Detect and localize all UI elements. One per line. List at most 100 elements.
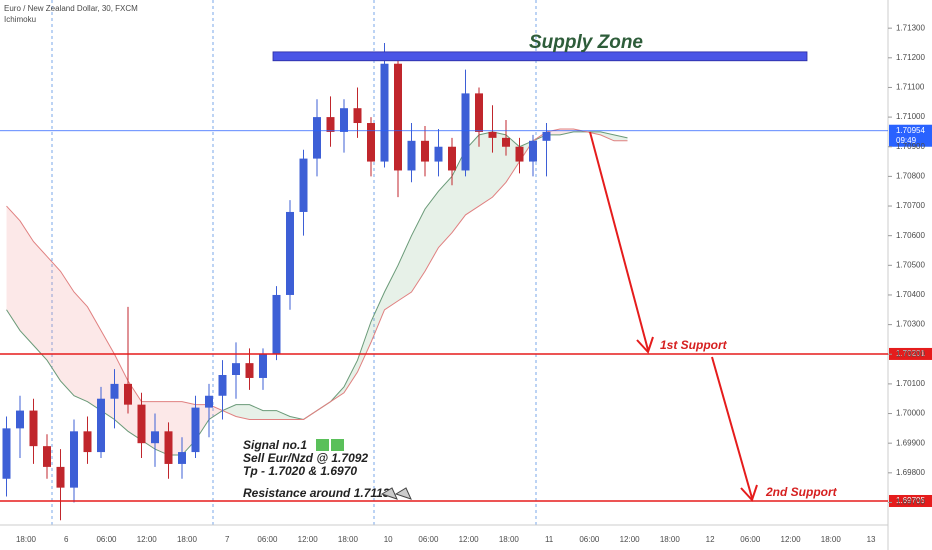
span-line <box>6 128 628 420</box>
x-tick-label: 18:00 <box>338 535 359 544</box>
arrows <box>589 131 758 502</box>
y-tick-label: 1.70400 <box>896 290 925 299</box>
chart-title: Euro / New Zealand Dollar, 30, FXCM <box>4 4 138 13</box>
cloud-segment <box>263 410 277 420</box>
y-tick-label: 1.70900 <box>896 142 925 151</box>
candle-body <box>70 431 78 488</box>
candle-body <box>286 211 294 295</box>
cloud-segment <box>87 306 101 411</box>
candle-body <box>83 431 92 453</box>
candle-body <box>16 410 24 429</box>
y-tick-label: 1.70000 <box>896 409 925 418</box>
candle-body <box>515 146 524 162</box>
supply-zone-label: Supply Zone <box>529 32 643 53</box>
level-label: 1.69705 <box>896 496 925 505</box>
y-tick-label: 1.71200 <box>896 53 925 62</box>
note: Signal no.1 <box>243 438 307 452</box>
candle-body <box>488 131 497 138</box>
candle-body <box>110 383 119 399</box>
icon <box>316 439 329 451</box>
y-tick-label: 1.71000 <box>896 112 925 121</box>
cloud-segment <box>249 404 263 420</box>
candle-body <box>313 117 321 159</box>
candle-body <box>137 404 146 444</box>
level-label-bg <box>889 494 932 507</box>
level-label: 1.70201 <box>896 349 925 358</box>
candle-body <box>367 123 375 162</box>
x-tick-label: 12:00 <box>459 535 480 544</box>
x-tick-label: 06:00 <box>740 535 761 544</box>
candle-body <box>56 466 65 488</box>
level-label-bg <box>889 347 932 360</box>
x-tick-label: 12:00 <box>781 535 802 544</box>
candle-body <box>529 140 537 162</box>
candle-body <box>151 431 159 444</box>
note: Resistance around 1.7113 <box>243 486 390 500</box>
y-tick-label: 1.70500 <box>896 260 925 269</box>
candle-body <box>97 398 105 453</box>
x-tick-label: 12:00 <box>298 535 319 544</box>
cloud-segment <box>384 265 398 310</box>
support-label: 2nd Support <box>765 485 838 499</box>
candle-body <box>245 363 254 378</box>
x-tick-label: 11 <box>545 535 554 544</box>
cloud-segment <box>6 206 20 331</box>
ichimoku <box>6 128 628 456</box>
icon <box>331 439 344 451</box>
x-tick-label: 6 <box>64 535 69 544</box>
candle-body <box>2 428 11 479</box>
y-tick-label: 1.70800 <box>896 171 925 180</box>
y-tick-label: 1.70600 <box>896 231 925 240</box>
supply-zone <box>272 51 808 62</box>
cloud-segment <box>371 291 385 343</box>
y-tick-label: 1.70100 <box>896 379 925 388</box>
cloud-segment <box>479 131 493 207</box>
cloud-segment <box>47 256 61 381</box>
candle-body <box>340 108 348 132</box>
candle-body <box>461 93 470 171</box>
cloud-segment <box>276 410 290 420</box>
cloud-segment <box>60 271 74 396</box>
y-tick-label: 1.71100 <box>896 83 925 92</box>
cloud-segment <box>33 241 47 361</box>
level-label-bg <box>889 124 932 147</box>
y-tick-label: 1.71300 <box>896 23 925 32</box>
candle-body <box>178 452 186 464</box>
x-tick-label: 06:00 <box>257 535 278 544</box>
cloud-segment <box>20 220 34 346</box>
note: Sell Eur/Nzd @ 1.7092 <box>243 451 368 465</box>
countdown: 09:49 <box>896 136 917 145</box>
x-tick-label: 12 <box>706 535 715 544</box>
cloud-segment <box>438 176 452 248</box>
candle-body <box>542 131 551 141</box>
candle-body <box>124 383 132 405</box>
y-tick-label: 1.70300 <box>896 320 925 329</box>
candle-body <box>272 294 281 355</box>
candle-body <box>29 410 38 447</box>
icons <box>380 487 412 500</box>
cloud-segment <box>357 321 371 373</box>
cloud-segment <box>425 191 439 272</box>
candle-body <box>259 354 267 378</box>
candle-body <box>353 108 362 124</box>
candle-body <box>407 140 416 171</box>
x-tick-label: 10 <box>384 535 393 544</box>
candle-body <box>380 63 389 162</box>
y-tick-label: 1.70200 <box>896 349 925 358</box>
candle-body <box>191 407 200 453</box>
x-tick-label: 18:00 <box>16 535 37 544</box>
x-tick-label: 12:00 <box>620 535 641 544</box>
cloud-segment <box>614 134 628 141</box>
candles <box>2 42 551 521</box>
y-tick-label: 1.69700 <box>896 498 925 507</box>
candle-body <box>43 446 51 467</box>
candle-body <box>326 117 335 132</box>
level-label: 1.70954 <box>896 126 925 135</box>
x-tick-label: 06:00 <box>96 535 117 544</box>
candle-body <box>164 431 173 464</box>
x-tick-label: 18:00 <box>821 535 842 544</box>
x-tick-label: 06:00 <box>418 535 439 544</box>
cloud-segment <box>398 235 412 301</box>
